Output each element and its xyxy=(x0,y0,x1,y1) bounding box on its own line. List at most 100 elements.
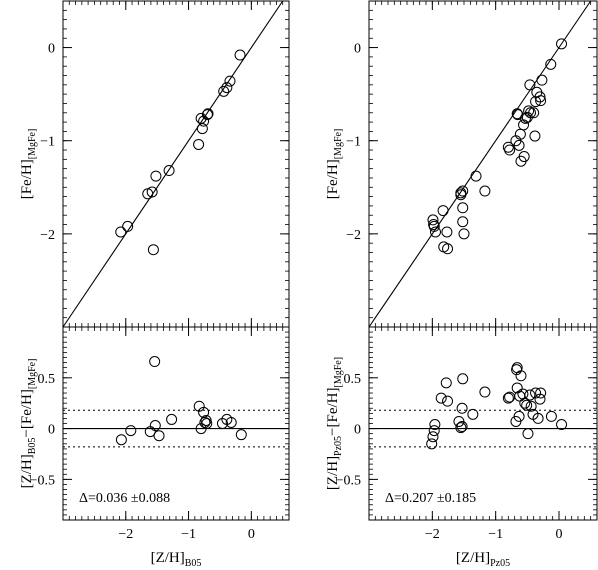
data-point xyxy=(479,386,491,398)
delta-annotation: Δ=0.036 ±0.088 xyxy=(79,491,170,506)
x-axis-title: [Z/H]Pz05 xyxy=(456,550,510,569)
data-point xyxy=(545,410,557,422)
data-point xyxy=(534,91,546,103)
data-point xyxy=(519,397,531,409)
data-point xyxy=(502,392,514,404)
data-point xyxy=(517,388,529,400)
data-point xyxy=(427,214,439,226)
data-point xyxy=(525,400,537,412)
y-axis-title-main: [Fe/H] xyxy=(325,159,341,199)
x-axis-title-main: [Z/H] xyxy=(456,550,490,566)
data-point xyxy=(435,392,447,404)
data-point xyxy=(428,220,440,232)
data-point xyxy=(235,429,247,441)
y-axis-title-mid: −[Fe/H] xyxy=(325,387,341,435)
data-point xyxy=(513,410,525,422)
data-point xyxy=(528,107,540,119)
panel-b05-bottom: −2 −1 00.50−0.5Δ=0.036 ±0.088[Z/H]B05[Z/H]… xyxy=(19,326,290,569)
data-point xyxy=(163,165,175,177)
y-tick-label: −1 xyxy=(40,135,55,150)
data-point xyxy=(529,130,541,142)
data-point xyxy=(201,418,213,429)
data-point xyxy=(457,202,469,214)
delta-annotation: Δ=0.207 ±0.185 xyxy=(385,491,476,506)
data-point xyxy=(522,428,534,440)
data-point xyxy=(536,74,548,86)
data-point xyxy=(427,431,439,443)
y-tick-label: −2 xyxy=(40,228,55,243)
x-axis-title: [Z/H]B05 xyxy=(151,550,202,569)
data-point xyxy=(515,370,527,382)
data-point xyxy=(196,123,208,135)
data-point xyxy=(523,105,535,117)
x-tick-label: 0 xyxy=(248,527,255,542)
data-point xyxy=(518,151,530,163)
data-point xyxy=(535,387,547,399)
data-point xyxy=(455,422,467,434)
data-point xyxy=(534,393,546,405)
x-axis-title-sub: Pz05 xyxy=(490,558,510,569)
y-axis-title-pre: [Z/H] xyxy=(325,456,341,490)
plot-frame xyxy=(62,0,290,328)
data-point xyxy=(115,434,127,446)
data-point xyxy=(456,402,468,414)
y-tick-label: 0 xyxy=(48,42,55,57)
data-point xyxy=(225,416,237,428)
data-point xyxy=(201,109,213,121)
data-point xyxy=(467,408,479,420)
y-axis-title-presub: Pz05 xyxy=(333,436,344,456)
data-point xyxy=(193,138,205,150)
plot-frame xyxy=(368,0,598,328)
y-axis-title-sub: [MgFe] xyxy=(27,359,38,390)
data-point xyxy=(470,170,482,182)
y-tick-label: 0 xyxy=(354,42,361,57)
y-tick-label: −0.5 xyxy=(336,473,361,488)
data-point xyxy=(149,356,161,368)
data-point xyxy=(428,425,440,437)
data-point xyxy=(524,389,536,401)
data-point xyxy=(532,412,544,424)
data-point xyxy=(147,244,159,256)
data-point xyxy=(149,420,161,432)
data-point xyxy=(115,226,127,238)
one-to-one-line xyxy=(62,0,284,328)
data-point xyxy=(513,139,525,151)
data-point xyxy=(511,108,523,120)
data-point xyxy=(216,418,228,429)
data-point xyxy=(199,416,211,428)
y-axis-title-pre: [Z/H] xyxy=(19,454,35,488)
data-point xyxy=(224,75,236,87)
y-tick-label: 0 xyxy=(354,423,361,438)
y-axis-title-sub: [MgFe] xyxy=(333,129,344,160)
y-tick-label: 0.5 xyxy=(38,372,56,387)
y-tick-label: −1 xyxy=(346,135,361,150)
y-tick-label: −0.5 xyxy=(30,473,55,488)
data-point xyxy=(504,144,516,156)
data-point xyxy=(457,185,469,197)
y-axis-title-mid: −[Fe/H] xyxy=(19,389,35,437)
data-point xyxy=(429,419,441,431)
data-point xyxy=(442,395,454,407)
y-axis-title-sub: [MgFe] xyxy=(333,357,344,388)
data-point xyxy=(150,170,162,182)
x-tick-label: −1 xyxy=(488,527,503,542)
y-tick-label: 0 xyxy=(48,423,55,438)
data-point xyxy=(430,226,441,238)
y-axis-title-sub: [MgFe] xyxy=(27,129,38,160)
data-point xyxy=(456,421,468,433)
data-point xyxy=(479,185,491,197)
data-point xyxy=(437,205,449,217)
data-point xyxy=(457,373,469,385)
data-point xyxy=(218,85,230,97)
y-axis-title-presub: B05 xyxy=(27,438,38,455)
data-point xyxy=(426,438,438,450)
panel-pz05-bottom: −2 −1 00.50−0.5Δ=0.207 ±0.185[Z/H]Pz05[Z/H… xyxy=(325,326,598,569)
data-point xyxy=(545,58,557,70)
data-point xyxy=(511,382,523,394)
data-point xyxy=(234,49,246,61)
y-axis-title: [Fe/H][MgFe] xyxy=(19,129,38,200)
data-point xyxy=(122,220,134,232)
x-tick-label: −2 xyxy=(425,527,440,542)
data-point xyxy=(166,413,178,425)
panel-b05-top: 0 −1 −2 [Fe/H][MgFe] xyxy=(19,0,290,328)
